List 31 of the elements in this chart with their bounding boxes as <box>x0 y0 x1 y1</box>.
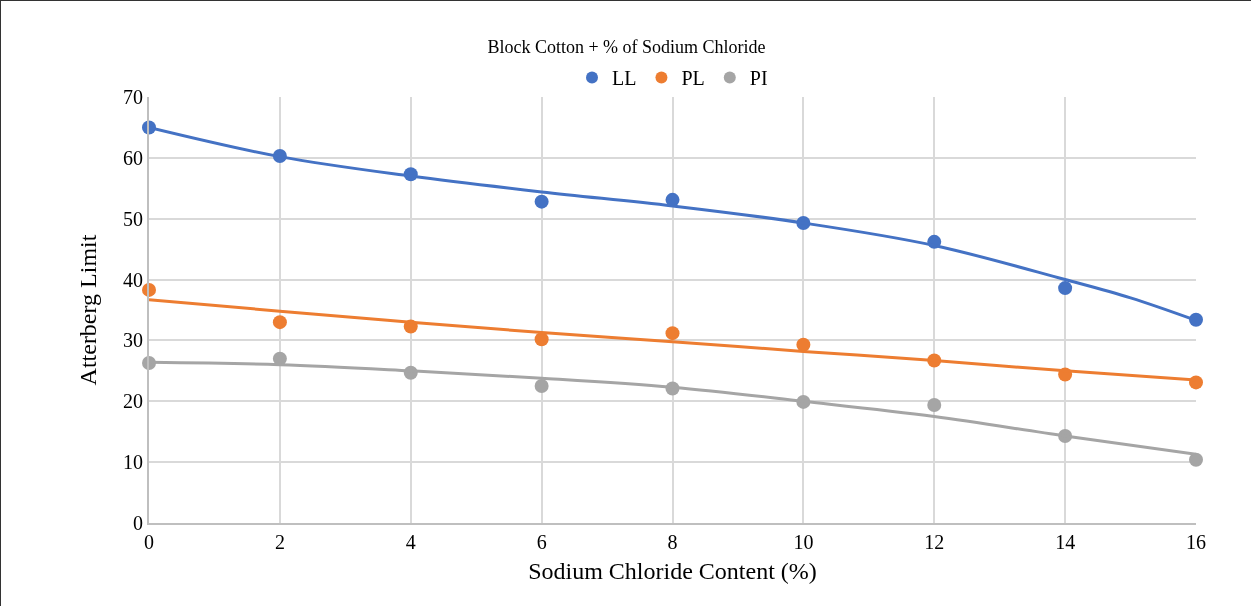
x-tick-label: 16 <box>1186 531 1206 553</box>
y-axis-title: Atterberg Limit <box>74 234 101 386</box>
y-tick-label: 20 <box>123 390 143 413</box>
x-tick-label: 10 <box>793 531 814 553</box>
point <box>534 332 549 347</box>
y-tick-label: 30 <box>123 329 143 352</box>
legend-label: PI <box>749 67 768 90</box>
point <box>272 315 287 330</box>
point <box>1189 452 1203 467</box>
x-tick-label: 14 <box>1055 531 1076 553</box>
x-tick-label: 8 <box>667 531 678 553</box>
y-tick-label: 0 <box>133 512 143 534</box>
point <box>796 337 811 352</box>
legend-label: PL <box>681 67 705 90</box>
legend-label: LL <box>612 67 637 90</box>
y-tick-label: 50 <box>123 207 143 230</box>
y-tick-label: 60 <box>123 146 143 169</box>
point <box>1058 281 1073 296</box>
x-tick-label: 6 <box>536 531 547 553</box>
y-tick-label: 10 <box>123 451 143 474</box>
chart-title: Block Cotton + % of Sodium Chloride <box>487 36 766 57</box>
x-tick-label: 12 <box>924 531 945 553</box>
point <box>665 326 680 341</box>
x-axis-title: Sodium Chloride Content (%) <box>528 557 817 584</box>
point <box>534 379 549 394</box>
y-tick-label: 40 <box>123 268 143 291</box>
point <box>927 397 942 412</box>
point <box>534 194 549 209</box>
x-tick-label: 4 <box>405 531 416 553</box>
y-tick-label: 70 <box>123 86 143 108</box>
x-tick-label: 2 <box>274 531 285 553</box>
